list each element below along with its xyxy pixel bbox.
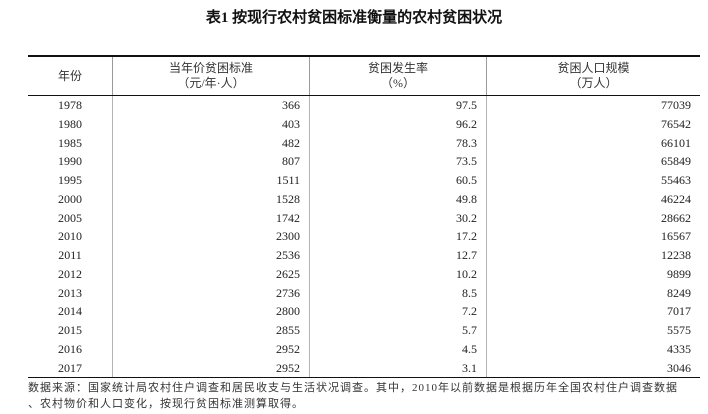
cell-poverty-population: 65849 [661,154,691,169]
table-row: 2005 1742 30.2 28662 [28,208,700,228]
data-source-note: 数据来源：国家统计局农村住户调查和居民收支与生活状况调查。其中，2010年以前数… [28,380,700,412]
cell-incidence-rate: 97.5 [310,96,487,115]
cell-poverty-standard: 1528 [113,189,310,209]
cell-year: 1985 [28,133,113,153]
table-row: 1995 1511 60.5 55463 [28,171,700,190]
table-row: 2017 2952 3.1 3046 [28,358,700,378]
header-poverty-population-unit: （万人） [569,76,618,90]
cell-incidence-rate: 3.1 [310,358,487,378]
cell-poverty-standard: 1742 [113,208,310,228]
cell-poverty-population: 12238 [661,248,691,262]
cell-year: 1980 [28,114,113,134]
table-row: 2000 1528 49.8 46224 [28,189,700,209]
cell-poverty-population: 3046 [667,360,691,375]
header-incidence-rate-unit: （%） [381,76,415,90]
cell-year: 2017 [28,358,113,378]
cell-poverty-population: 76542 [661,116,691,131]
cell-poverty-standard: 482 [113,133,310,153]
cell-poverty-population: 9899 [667,266,691,281]
header-poverty-population: 贫困人口规模 （万人） [487,57,700,95]
cell-poverty-standard: 2855 [113,321,310,340]
cell-incidence-rate: 49.8 [310,189,487,209]
cell-poverty-population: 7017 [667,304,691,319]
cell-incidence-rate: 7.2 [310,302,487,321]
cell-incidence-rate: 10.2 [310,264,487,284]
header-poverty-standard: 当年价贫困标准 （元/年·人） [113,57,310,95]
cell-poverty-population: 66101 [661,135,691,150]
header-poverty-population-label: 贫困人口规模 [557,61,630,75]
cell-poverty-standard: 2736 [113,283,310,303]
note-line-2: 、农村物价和人口变化，按现行贫困标准测算取得。 [28,398,304,410]
cell-incidence-rate: 96.2 [310,114,487,134]
table-row: 2015 2855 5.7 5575 [28,321,700,340]
table-row: 1985 482 78.3 66101 [28,133,700,153]
note-line-1: 数据来源：国家统计局农村住户调查和居民收支与生活状况调查。其中，2010年以前数… [28,382,678,394]
cell-poverty-population: 16567 [661,229,691,244]
table-row: 2013 2736 8.5 8249 [28,283,700,303]
cell-year: 2010 [28,227,113,246]
table-title: 表1 按现行农村贫困标准衡量的农村贫困状况 [205,10,503,26]
cell-year: 1978 [28,96,113,115]
cell-incidence-rate: 4.5 [310,339,487,359]
cell-poverty-population: 4335 [667,341,691,356]
table-header: 年份 当年价贫困标准 （元/年·人） 贫困发生率 （%） 贫困人口规模 （万人） [28,57,700,96]
cell-poverty-population: 77039 [661,98,691,112]
table-row: 1990 807 73.5 65849 [28,152,700,171]
cell-poverty-population: 55463 [661,173,691,187]
cell-poverty-standard: 807 [113,152,310,171]
cell-year: 2012 [28,264,113,284]
cell-year: 2015 [28,321,113,340]
cell-poverty-standard: 2800 [113,302,310,321]
header-poverty-standard-unit: （元/年·人） [177,76,245,90]
cell-poverty-population: 28662 [661,210,691,225]
cell-poverty-standard: 2952 [113,358,310,378]
table-row: 2012 2625 10.2 9899 [28,264,700,284]
cell-incidence-rate: 73.5 [310,152,487,171]
poverty-table: 年份 当年价贫困标准 （元/年·人） 贫困发生率 （%） 贫困人口规模 （万人）… [28,55,700,379]
cell-year: 2011 [28,246,113,265]
table-row: 1980 403 96.2 76542 [28,114,700,134]
table-row: 2014 2800 7.2 7017 [28,302,700,321]
cell-year: 2013 [28,283,113,303]
cell-incidence-rate: 60.5 [310,171,487,190]
cell-poverty-standard: 2536 [113,246,310,265]
cell-poverty-standard: 366 [113,96,310,115]
header-incidence-rate-label: 贫困发生率 [367,61,428,75]
header-incidence-rate: 贫困发生率 （%） [310,57,487,95]
table-body: 1978 366 97.5 77039 1980 403 96.2 76542 1985 482 7… [28,96,700,378]
cell-incidence-rate: 8.5 [310,283,487,303]
cell-incidence-rate: 5.7 [310,321,487,340]
cell-year: 2005 [28,208,113,228]
cell-year: 2014 [28,302,113,321]
cell-incidence-rate: 12.7 [310,246,487,265]
table-row: 2010 2300 17.2 16567 [28,227,700,246]
cell-year: 1990 [28,152,113,171]
header-year-label: 年份 [57,68,82,83]
cell-poverty-standard: 2300 [113,227,310,246]
table-row: 1978 366 97.5 77039 [28,96,700,115]
cell-poverty-standard: 2625 [113,264,310,284]
header-year: 年份 [28,57,113,95]
cell-year: 2000 [28,189,113,209]
table-row: 2011 2536 12.7 12238 [28,246,700,265]
header-poverty-standard-label: 当年价贫困标准 [168,61,253,75]
cell-poverty-population: 5575 [667,323,691,337]
cell-poverty-standard: 1511 [113,171,310,190]
cell-poverty-standard: 2952 [113,339,310,359]
cell-incidence-rate: 30.2 [310,208,487,228]
cell-incidence-rate: 78.3 [310,133,487,153]
cell-incidence-rate: 17.2 [310,227,487,246]
cell-year: 1995 [28,171,113,190]
cell-poverty-population: 8249 [667,285,691,300]
cell-year: 2016 [28,339,113,359]
table-row: 2016 2952 4.5 4335 [28,339,700,359]
cell-poverty-population: 46224 [661,191,691,206]
cell-poverty-standard: 403 [113,114,310,134]
